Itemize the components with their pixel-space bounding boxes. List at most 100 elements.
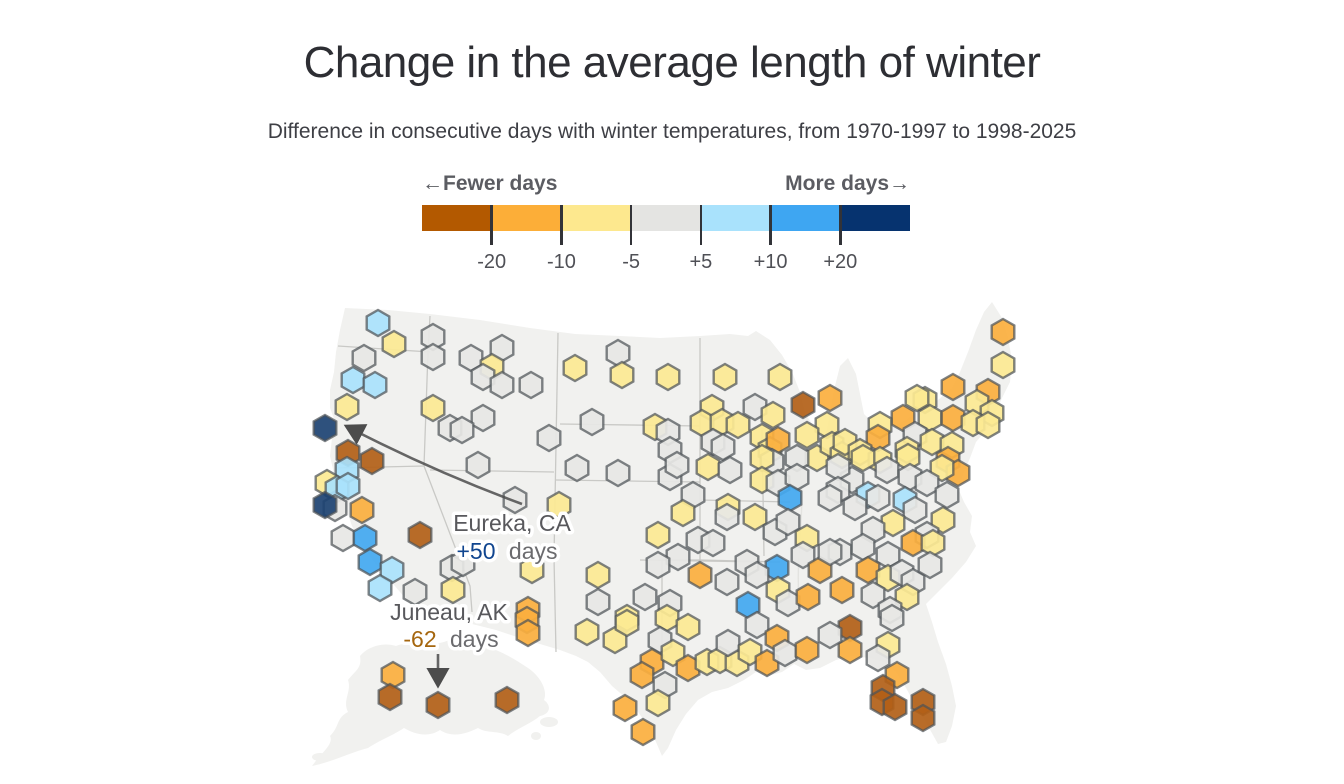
hex-Y	[614, 608, 640, 638]
hex-L	[362, 370, 388, 400]
hex-G	[489, 370, 515, 400]
eureka-annotation: Eureka, CA +50 days	[450, 507, 575, 568]
hex-Y	[712, 362, 738, 392]
hex-N	[312, 490, 338, 520]
eureka-arrow	[343, 424, 523, 506]
hex-G	[914, 468, 940, 498]
hex-Y	[381, 329, 407, 359]
hex-U	[352, 523, 378, 553]
page-title: Change in the average length of winter	[303, 38, 1041, 87]
hex-O	[817, 383, 843, 413]
hex-B	[407, 520, 433, 550]
eureka-city-label: Eureka, CA	[453, 510, 571, 536]
hex-Y	[904, 383, 930, 413]
hex-Y	[675, 612, 701, 642]
hex-G	[645, 550, 671, 580]
hex-G	[518, 370, 544, 400]
legend-swatch	[422, 205, 492, 231]
color-legend: ←Fewer days More days→ -20 -10 -5 +5 +10 +20	[422, 172, 911, 282]
hex-G	[664, 450, 690, 480]
legend-tick-line	[560, 205, 563, 245]
legend-tick-label: +10	[753, 251, 788, 273]
hex-Y	[420, 393, 446, 423]
alaska-island	[540, 717, 558, 727]
eureka-value: +50	[457, 538, 496, 564]
hex-G	[450, 548, 476, 578]
hex-O	[515, 618, 541, 648]
hex-G	[632, 582, 658, 612]
hex-O	[795, 582, 821, 612]
hex-G	[934, 480, 960, 510]
hex-G	[605, 338, 631, 368]
hex-B	[377, 682, 403, 712]
hex-Y	[574, 617, 600, 647]
hex-Y	[562, 353, 588, 383]
hex-G	[330, 523, 356, 553]
legend-swatch	[631, 205, 701, 231]
hex-Y	[794, 420, 820, 450]
legend-tick-line	[629, 205, 633, 245]
hex-G	[579, 407, 605, 437]
legend-fewer-days-label: ←Fewer days	[422, 172, 558, 195]
hex-G	[775, 507, 801, 537]
hex-B	[882, 692, 908, 722]
hex-B	[910, 703, 936, 733]
hex-Y	[725, 410, 751, 440]
hex-G	[865, 483, 891, 513]
hex-Y	[645, 688, 671, 718]
hex-Y	[880, 508, 906, 538]
hex-G	[772, 638, 798, 668]
hex-G	[351, 343, 377, 373]
legend-tick-label: +20	[823, 251, 858, 273]
legend-tick-label: -20	[477, 251, 507, 273]
hex-G	[744, 560, 770, 590]
hex-B	[425, 690, 451, 720]
hex-G	[902, 495, 928, 525]
hex-O	[349, 495, 375, 525]
hex-O	[940, 372, 966, 402]
hex-O	[940, 403, 966, 433]
legend-tick-line	[490, 205, 493, 245]
hex-O	[990, 317, 1016, 347]
hex-Y	[920, 528, 946, 558]
hex-O	[380, 660, 406, 690]
hex-G	[585, 587, 611, 617]
hex-G	[420, 342, 446, 372]
hex-G	[850, 532, 876, 562]
hex-Y	[990, 350, 1016, 380]
legend-tick-label: -5	[622, 251, 641, 273]
hex-G	[865, 643, 891, 673]
legend-bar	[422, 205, 911, 231]
legend-direction-labels: ←Fewer days More days→	[422, 172, 910, 196]
alaska-island	[312, 753, 328, 761]
legend-tick-label: -10	[546, 251, 576, 273]
eureka-value-label: +50 days	[457, 538, 558, 564]
hex-G	[564, 453, 590, 483]
hex-Y	[670, 498, 696, 528]
hex-Y	[519, 555, 545, 585]
legend-ticks: -20 -10 -5 +5 +10 +20	[422, 205, 910, 275]
hex-G	[665, 542, 691, 572]
hex-Y	[695, 452, 721, 482]
hex-O	[630, 717, 656, 747]
juneau-annotation: Juneau, AK -62 days	[387, 596, 512, 656]
hex-Y	[334, 392, 360, 422]
juneau-unit: days	[450, 626, 499, 652]
juneau-city-label: Juneau, AK	[390, 599, 508, 625]
legend-swatch	[700, 205, 771, 231]
hex-G	[879, 603, 905, 633]
legend-more-days-label: More days→	[785, 172, 910, 195]
page-subtitle: Difference in consecutive days with wint…	[267, 120, 1077, 143]
hex-G	[817, 537, 843, 567]
hex-G	[470, 362, 496, 392]
legend-tick-line	[699, 205, 703, 245]
hex-Y	[742, 502, 768, 532]
hex-Y	[645, 520, 671, 550]
hex-O	[794, 635, 820, 665]
legend-swatch	[770, 205, 841, 231]
hex-G	[502, 485, 528, 515]
hex-G	[817, 483, 843, 513]
hex-G	[717, 455, 743, 485]
eureka-unit: days	[509, 538, 558, 564]
